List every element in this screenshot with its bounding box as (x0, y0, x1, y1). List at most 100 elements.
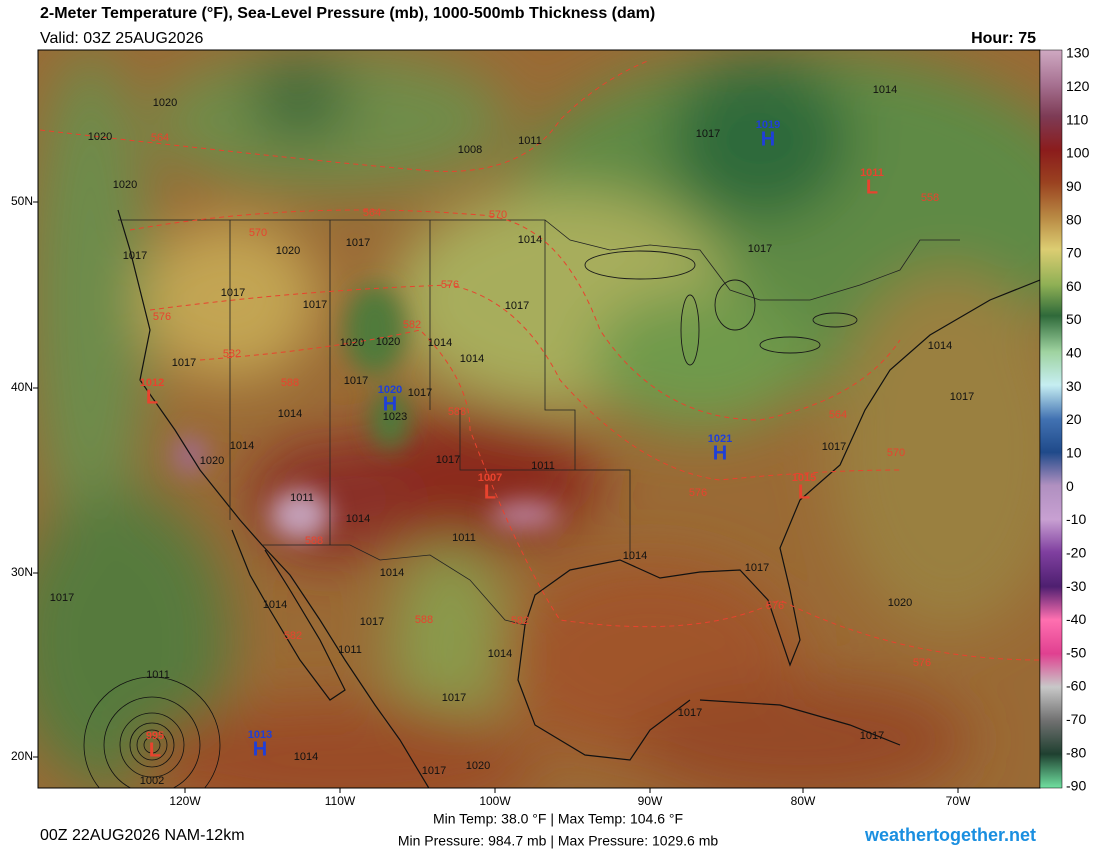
atlantic-gulf-coast (524, 279, 1040, 667)
colorbar-tick-label: -10 (1066, 511, 1086, 527)
model-run: 00Z 22AUG2026 NAM-12km (40, 827, 245, 844)
low-pressure-letter: L (866, 176, 878, 198)
colorbar-tick-label: 80 (1066, 211, 1082, 227)
colorbar-tick-label: 130 (1066, 45, 1090, 61)
thickness-label: 588 (448, 406, 466, 418)
isobar-label: 1017 (950, 391, 974, 403)
isobar-label: 1017 (303, 299, 327, 311)
thickness-label: 582 (403, 319, 421, 331)
high-pressure-letter: H (713, 442, 727, 464)
colorbar-tick-label: 70 (1066, 245, 1082, 261)
isobar-label: 1014 (460, 353, 484, 365)
forecast-hour: Hour: 75 (971, 30, 1036, 47)
colorbar-tick-label: -30 (1066, 578, 1086, 594)
isobar-label: 1017 (436, 454, 460, 466)
coastlines (117, 209, 1040, 788)
isobar-label: 1017 (860, 730, 884, 742)
isobar-label: 1020 (200, 455, 224, 467)
isobar-label: 1023 (383, 411, 407, 423)
low-pressure-value: 1011 (860, 167, 884, 179)
colorbar-tick-label: 0 (1066, 478, 1074, 494)
latitude-label: 40N (11, 380, 33, 394)
thickness-label: 582 (284, 630, 302, 642)
isobar-label: 1014 (623, 550, 647, 562)
isobar-label: 1011 (338, 644, 362, 656)
longitude-label: 90W (638, 794, 663, 808)
high-pressure-value: 1020 (378, 384, 402, 396)
pacific-coast (117, 209, 430, 788)
colorbar-tick-label: 30 (1066, 378, 1082, 394)
temperature-range: Min Temp: 38.0 °F | Max Temp: 104.6 °F (433, 811, 683, 827)
isobar-label: 1011 (518, 135, 542, 147)
thickness-label: 570 (489, 209, 507, 221)
thickness-label: 576 (766, 600, 784, 612)
isobar-label: 1014 (263, 599, 287, 611)
high-pressure-letter: H (253, 738, 267, 760)
isobar-label: 1014 (928, 340, 952, 352)
isobar-label: 1017 (360, 616, 384, 628)
low-pressure-value: 1007 (478, 472, 502, 484)
isobar-label: 1014 (873, 84, 897, 96)
isobar-label: 1017 (221, 287, 245, 299)
great-lakes (584, 250, 858, 366)
baja-california (231, 529, 346, 701)
colorbar-tick-label: 120 (1066, 78, 1090, 94)
colorbar-tick-label: -80 (1066, 744, 1086, 760)
colorbar-tick-label: -40 (1066, 611, 1086, 627)
thickness-label: 570 (887, 447, 905, 459)
isobar-label: 1014 (294, 751, 318, 763)
map-area: 1020 1020 1020 1011 1008 1017 1014 1014 1017 1020… (38, 50, 1040, 788)
state-lines (229, 220, 631, 560)
cuba-outline (699, 699, 901, 746)
high-pressure-value: 1021 (708, 433, 732, 445)
thickness-label: 588 (305, 535, 323, 547)
isobar-label: 1017 (745, 562, 769, 574)
us-canada-border (118, 219, 960, 301)
isobar-label: 1008 (458, 144, 482, 156)
thickness-contours (39, 59, 1040, 661)
isobar-label: 1014 (428, 337, 452, 349)
thickness-label: 582 (511, 615, 529, 627)
low-pressure-value: 1015 (792, 472, 816, 484)
thickness-label: 588 (281, 377, 299, 389)
colorbar (1039, 49, 1063, 789)
low-pressure-value: 995 (146, 730, 164, 742)
isobar-label: 1020 (113, 179, 137, 191)
isobar-label: 1017 (696, 128, 720, 140)
borders (118, 219, 960, 626)
isobar-label: 1017 (344, 375, 368, 387)
colorbar-tick-label: -60 (1066, 678, 1086, 694)
isobar-label: 1020 (340, 337, 364, 349)
isobar-label: 1014 (346, 513, 370, 525)
isobar-label: 1017 (822, 441, 846, 453)
longitude-label: 120W (169, 794, 201, 808)
isobar-label: 1011 (146, 669, 170, 681)
isobar-label: 1017 (408, 387, 432, 399)
isobar-label: 1017 (422, 765, 446, 777)
thickness-label: 576 (441, 279, 459, 291)
thickness-label: 576 (913, 657, 931, 669)
isobar-label: 1014 (380, 567, 404, 579)
high-pressure-letter: H (383, 393, 397, 415)
colorbar-tick-label: 50 (1066, 311, 1082, 327)
thickness-label: 564 (363, 207, 381, 219)
site-credit: weathertogether.net (864, 825, 1036, 845)
isobar-label: 1017 (678, 707, 702, 719)
thickness-label: 576 (689, 487, 707, 499)
annotations: 2-Meter Temperature (°F), Sea-Level Pres… (11, 5, 1090, 848)
thickness-label: 558 (921, 192, 939, 204)
thickness-label: 564 (829, 409, 847, 421)
colorbar-tick-label: 10 (1066, 445, 1082, 461)
isobar-label: 1020 (153, 97, 177, 109)
longitude-label: 80W (791, 794, 816, 808)
isobar-label: 1020 (88, 131, 112, 143)
isobar-label: 1017 (123, 250, 147, 262)
isobar-label: 1014 (488, 648, 512, 660)
temperature-field (38, 50, 1040, 788)
thickness-label: 576 (153, 311, 171, 323)
high-pressure-value: 1019 (756, 119, 780, 131)
isobar-label: 1017 (172, 357, 196, 369)
isobar-label: 1017 (442, 692, 466, 704)
